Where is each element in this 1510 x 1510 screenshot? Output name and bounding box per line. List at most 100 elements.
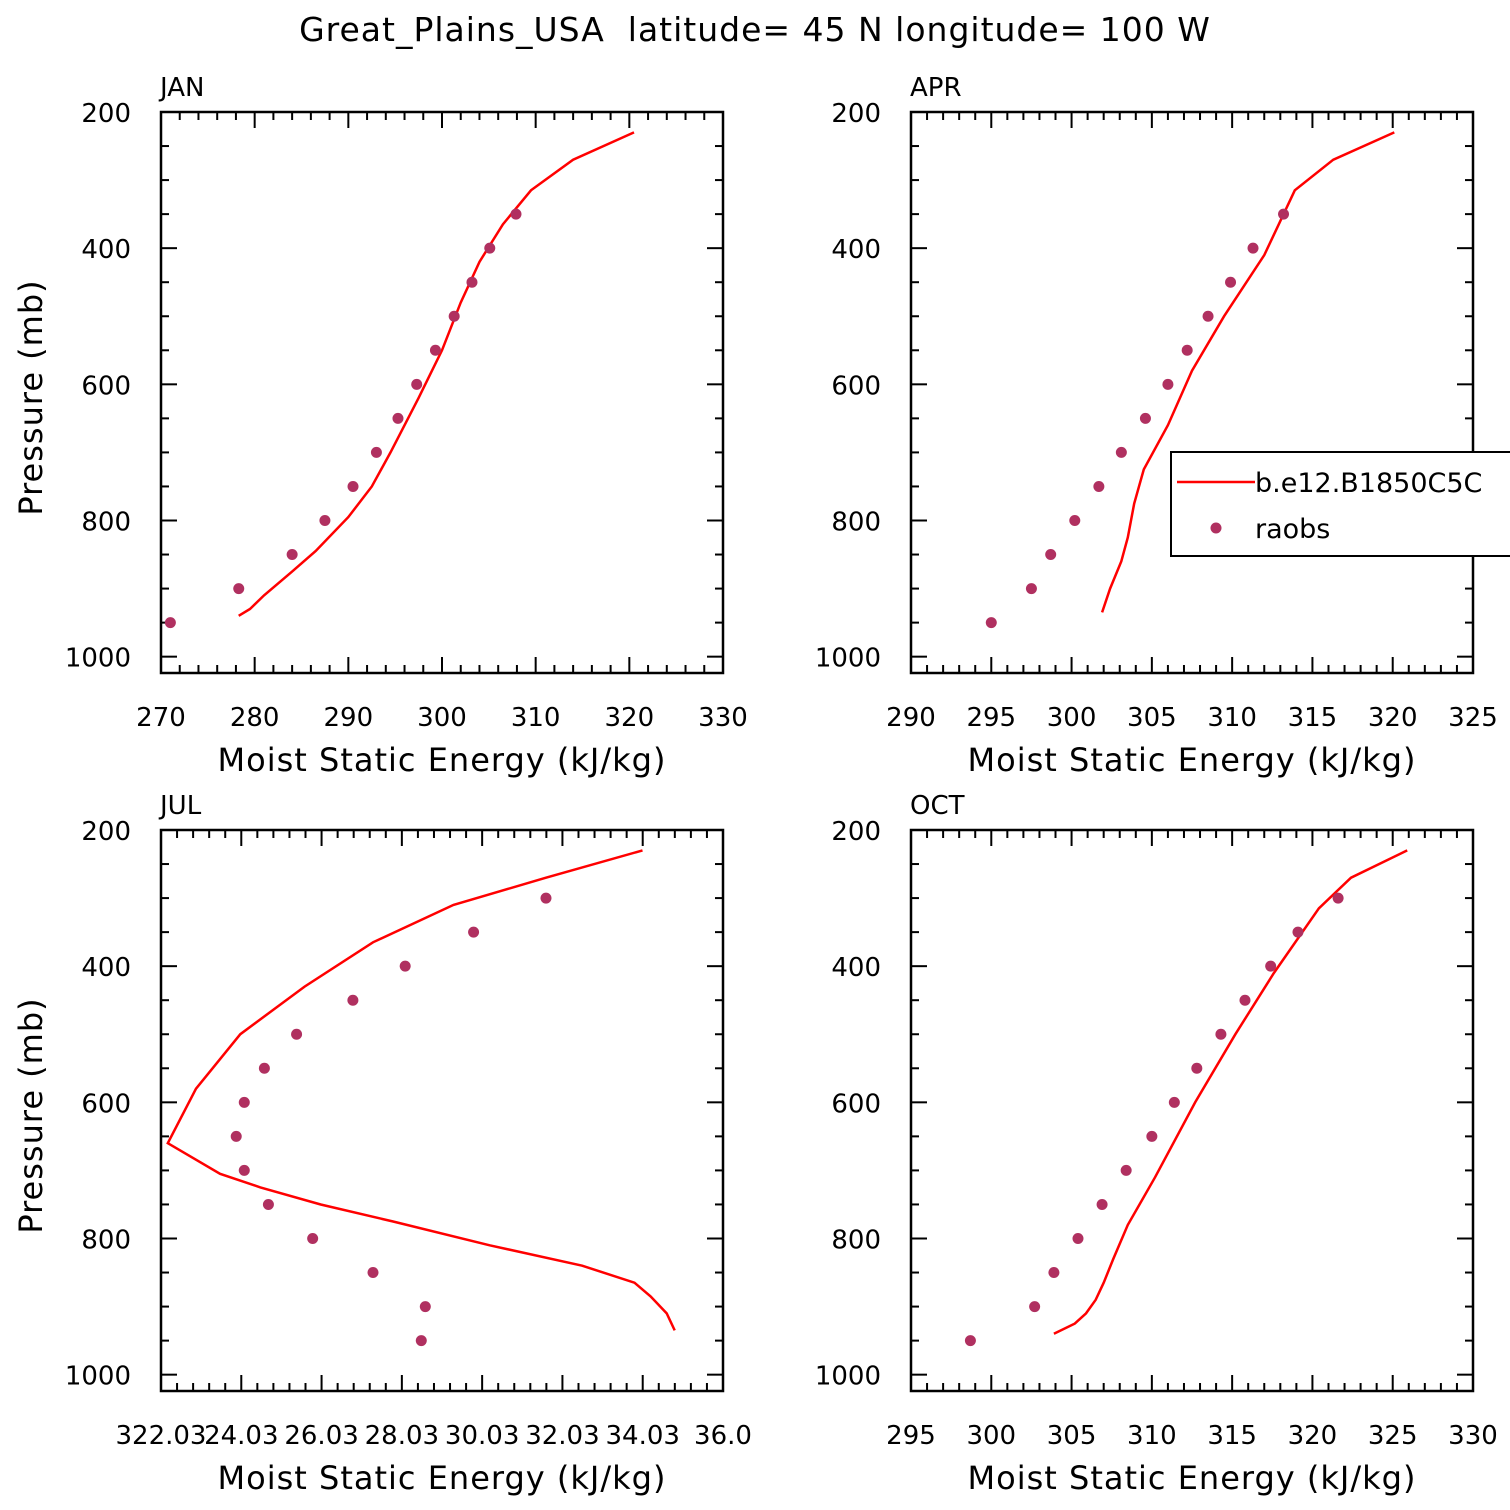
- x-tick-label: 28.03: [365, 1421, 439, 1451]
- y-tick-label: 200: [81, 817, 131, 847]
- raobs-point: [1048, 1267, 1060, 1279]
- x-tick-label: 300: [1047, 703, 1097, 733]
- y-tick-label: 800: [81, 507, 131, 537]
- x-tick-label: 300: [966, 1421, 1016, 1451]
- x-tick-label: 280: [230, 703, 280, 733]
- x-tick-label: 310: [1207, 703, 1257, 733]
- x-tick-label: 315: [1207, 1421, 1257, 1451]
- raobs-point: [1168, 1096, 1180, 1108]
- raobs-point: [1191, 1062, 1203, 1074]
- raobs-point: [291, 1028, 303, 1040]
- x-tick-label: 270: [136, 703, 186, 733]
- raobs-point: [1278, 208, 1290, 220]
- raobs-point: [286, 549, 298, 561]
- y-tick-label: 800: [831, 507, 881, 537]
- raobs-point: [540, 892, 552, 904]
- x-tick-label: 295: [966, 703, 1016, 733]
- x-tick-label: 300: [417, 703, 467, 733]
- y-tick-label: 600: [81, 371, 131, 401]
- raobs-point: [1096, 1198, 1108, 1210]
- raobs-point: [1029, 1301, 1041, 1313]
- raobs-point: [262, 1198, 274, 1210]
- legend-box: [1170, 451, 1510, 557]
- y-tick-label: 200: [831, 817, 881, 847]
- raobs-point: [230, 1130, 242, 1142]
- y-tick-label: 400: [81, 235, 131, 265]
- x-tick-label: 305: [1127, 703, 1177, 733]
- raobs-point: [484, 242, 496, 254]
- panel-label: JUL: [158, 791, 202, 821]
- raobs-point: [1115, 446, 1127, 458]
- raobs-point: [238, 1096, 250, 1108]
- y-tick-label: 1000: [815, 644, 881, 674]
- raobs-point: [1025, 583, 1037, 595]
- raobs-point: [347, 994, 359, 1006]
- raobs-point: [1181, 344, 1193, 356]
- y-tick-label: 1000: [65, 1362, 131, 1392]
- raobs-point: [466, 276, 478, 288]
- raobs-point: [1247, 242, 1259, 254]
- raobs-point: [370, 446, 382, 458]
- y-tick-label: 200: [831, 99, 881, 129]
- plot-frame: [909, 828, 1475, 1393]
- x-tick-label: 290: [324, 703, 374, 733]
- x-tick-label: 320: [605, 703, 655, 733]
- x-tick-label: 36.0: [694, 1421, 752, 1451]
- y-tick-label: 800: [831, 1225, 881, 1255]
- panel-label: APR: [910, 73, 962, 103]
- model-line: [1100, 131, 1395, 613]
- panel-label: JAN: [158, 73, 204, 103]
- raobs-point: [307, 1232, 319, 1244]
- x-tick-label: 325: [1448, 703, 1498, 733]
- raobs-point: [164, 617, 176, 629]
- raobs-point: [233, 583, 245, 595]
- x-tick-label: 320: [1288, 1421, 1338, 1451]
- raobs-point: [429, 344, 441, 356]
- plot-frame: [159, 828, 725, 1393]
- raobs-point: [1215, 1028, 1227, 1040]
- raobs-point: [1239, 994, 1251, 1006]
- x-tick-label: 295: [886, 1421, 936, 1451]
- y-tick-label: 1000: [65, 644, 131, 674]
- x-tick-label: 24.03: [204, 1421, 278, 1451]
- panel-label: OCT: [910, 791, 965, 821]
- raobs-point: [1072, 1232, 1084, 1244]
- legend-label-obs: raobs: [1255, 514, 1330, 545]
- y-tick-label: 1000: [815, 1362, 881, 1392]
- raobs-point: [1332, 892, 1344, 904]
- model-line: [238, 131, 635, 617]
- raobs-point: [1292, 926, 1304, 938]
- model-line: [1053, 849, 1408, 1335]
- raobs-point: [1045, 549, 1057, 561]
- legend: b.e12.B1850C5C raobs: [1170, 451, 1510, 557]
- raobs-point: [415, 1335, 427, 1347]
- x-tick-label: 320: [1368, 703, 1418, 733]
- model-line: [166, 849, 676, 1331]
- raobs-point: [1146, 1130, 1158, 1142]
- raobs-point: [510, 208, 522, 220]
- x-tick-label: 26.03: [284, 1421, 358, 1451]
- y-tick-label: 600: [831, 371, 881, 401]
- x-tick-label: 322.03: [116, 1421, 207, 1451]
- x-axis-label: Moist Static Energy (kJ/kg): [218, 741, 667, 779]
- raobs-point: [319, 514, 331, 526]
- raobs-point: [1202, 310, 1214, 322]
- legend-label-model: b.e12.B1850C5C: [1255, 468, 1482, 499]
- y-tick-label: 600: [831, 1089, 881, 1119]
- y-tick-label: 400: [831, 953, 881, 983]
- x-tick-label: 330: [698, 703, 748, 733]
- x-tick-label: 30.03: [445, 1421, 519, 1451]
- raobs-point: [1162, 378, 1174, 390]
- raobs-point: [1093, 480, 1105, 492]
- x-tick-label: 330: [1448, 1421, 1498, 1451]
- raobs-point: [1120, 1164, 1132, 1176]
- legend-dot-swatch: [1210, 522, 1222, 534]
- raobs-point: [258, 1062, 270, 1074]
- y-tick-label: 800: [81, 1225, 131, 1255]
- x-tick-label: 32.03: [525, 1421, 599, 1451]
- x-tick-label: 290: [886, 703, 936, 733]
- y-tick-label: 600: [81, 1089, 131, 1119]
- x-tick-label: 305: [1047, 1421, 1097, 1451]
